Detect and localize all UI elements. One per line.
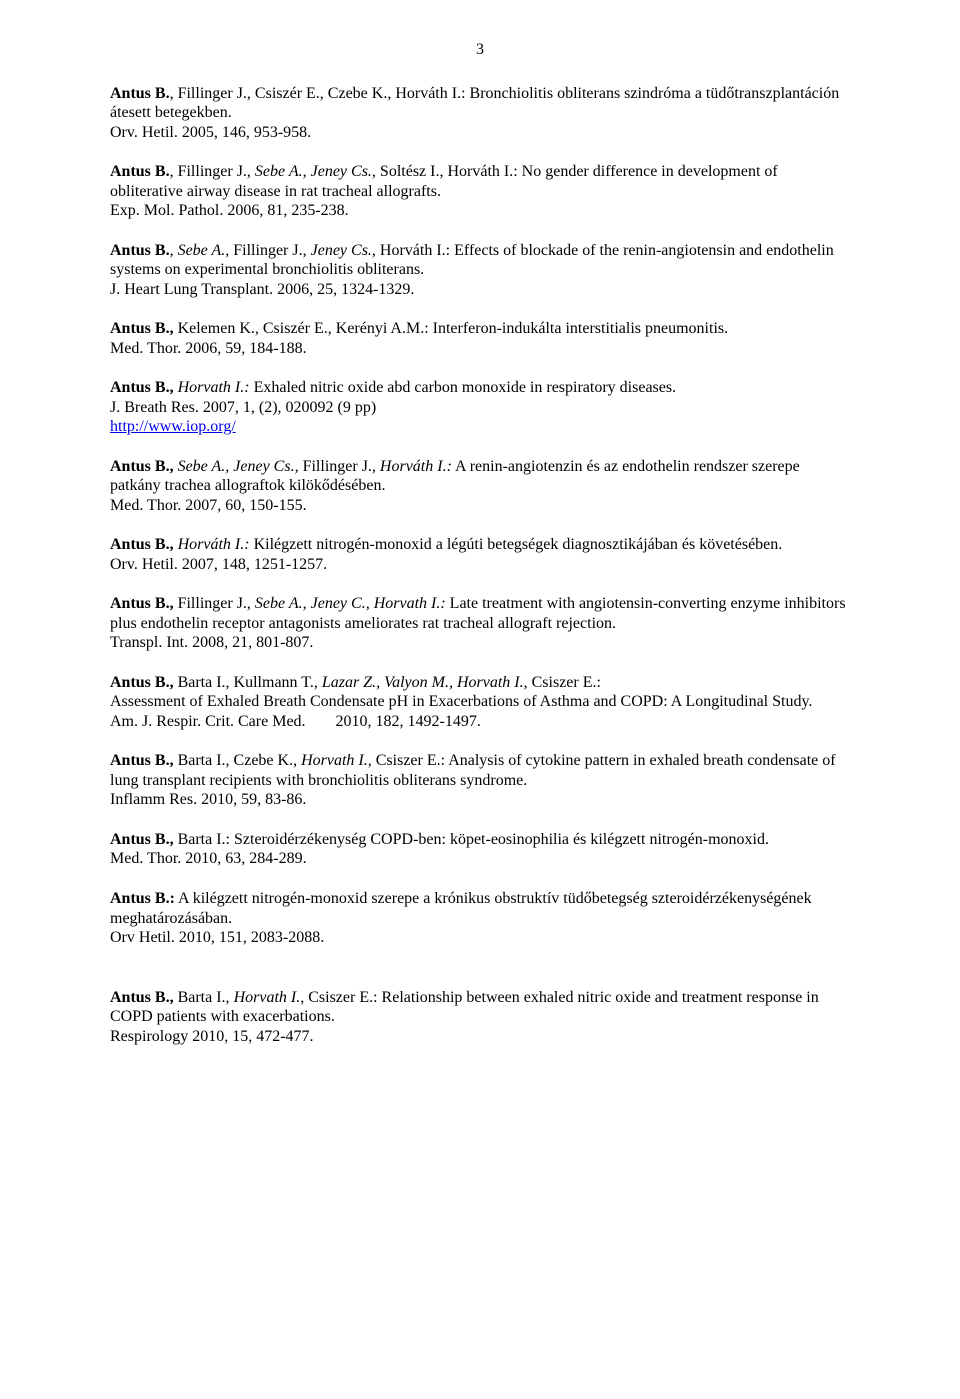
text-segment: Antus B., xyxy=(110,752,174,769)
text-segment: Exp. Mol. Pathol. 2006, 81, 235-238. xyxy=(110,202,349,219)
bibliography-list: Antus B., Fillinger J., Csiszér E., Czeb… xyxy=(110,84,850,1047)
text-segment: Lazar Z., Valyon M., Horvath I., xyxy=(322,674,532,691)
text-segment: , Horváth I.: xyxy=(372,458,452,475)
text-segment: Barta I., Czebe K., xyxy=(174,752,302,769)
text-segment: Antus B., xyxy=(110,831,174,848)
text-segment: J. Breath Res. 2007, 1, (2), 020092 (9 p… xyxy=(110,399,376,416)
entry-line: Respirology 2010, 15, 472-477. xyxy=(110,1027,850,1047)
text-segment: A kilégzett nitrogén-monoxid szerepe a k… xyxy=(110,890,812,927)
bibliography-entry: Antus B., Barta I., Horvath I., Csiszer … xyxy=(110,988,850,1047)
entry-line: J. Heart Lung Transplant. 2006, 25, 1324… xyxy=(110,280,850,300)
entry-line: Assessment of Exhaled Breath Condensate … xyxy=(110,692,850,712)
text-segment: Horvath I., xyxy=(234,989,309,1006)
bibliography-entry: Antus B., Fillinger J., Sebe A., Jeney C… xyxy=(110,162,850,221)
text-segment: Assessment of Exhaled Breath Condensate … xyxy=(110,693,812,710)
text-segment: Respirology 2010, 15, 472-477. xyxy=(110,1028,314,1045)
entry-line: Antus B.: A kilégzett nitrogén-monoxid s… xyxy=(110,889,850,928)
text-segment: , Fillinger J., Csiszér E., Czebe K., Ho… xyxy=(110,85,839,122)
text-segment: Exhaled nitric oxide abd carbon monoxide… xyxy=(250,379,677,396)
entry-line: http://www.iop.org/ xyxy=(110,417,850,437)
text-segment: Antus B.: xyxy=(110,890,175,907)
text-segment: Antus B., xyxy=(110,458,174,475)
text-segment: , Fillinger J., xyxy=(170,163,255,180)
text-segment: Sebe A., Jeney C., Horvath I.: xyxy=(255,595,446,612)
entry-line: Antus B., Fillinger J., Sebe A., Jeney C… xyxy=(110,594,850,633)
text-segment: Horváth I.: xyxy=(178,536,250,553)
text-segment: Orv. Hetil. 2007, 148, 1251-1257. xyxy=(110,556,327,573)
entry-line: Antus B., Horvath I.: Exhaled nitric oxi… xyxy=(110,378,850,398)
entry-line: Antus B., Barta I., Horvath I., Csiszer … xyxy=(110,988,850,1027)
text-segment: Orv Hetil. 2010, 151, 2083-2088. xyxy=(110,929,324,946)
text-segment: Med. Thor. 2007, 60, 150-155. xyxy=(110,497,307,514)
text-segment: Barta I., Kullmann T., xyxy=(174,674,322,691)
bibliography-entry: Antus B., Fillinger J., Sebe A., Jeney C… xyxy=(110,594,850,653)
text-segment: Antus B., xyxy=(110,674,174,691)
document-page: 3 Antus B., Fillinger J., Csiszér E., Cz… xyxy=(0,0,960,1126)
text-segment: Antus B., xyxy=(110,989,174,1006)
text-segment: Med. Thor. 2006, 59, 184-188. xyxy=(110,340,307,357)
text-segment: Barta I., xyxy=(174,989,234,1006)
text-segment: Fillinger J., xyxy=(174,595,255,612)
entry-line: Antus B., Horváth I.: Kilégzett nitrogén… xyxy=(110,535,850,555)
entry-line: Orv. Hetil. 2005, 146, 953-958. xyxy=(110,123,850,143)
page-number: 3 xyxy=(110,40,850,60)
text-segment: Kilégzett nitrogén-monoxid a légúti bete… xyxy=(250,536,783,553)
text-segment: , xyxy=(170,242,178,259)
entry-line: Antus B., Barta I., Czebe K., Horvath I.… xyxy=(110,751,850,790)
bibliography-entry: Antus B., Fillinger J., Csiszér E., Czeb… xyxy=(110,84,850,143)
bibliography-entry: Antus B., Sebe A., Jeney Cs., Fillinger … xyxy=(110,457,850,516)
bibliography-entry: Antus B., Kelemen K., Csiszér E., Kerény… xyxy=(110,319,850,358)
text-segment: Transpl. Int. 2008, 21, 801-807. xyxy=(110,634,313,651)
text-segment: Inflamm Res. 2010, 59, 83-86. xyxy=(110,791,306,808)
entry-line: Antus B., Barta I.: Szteroidérzékenység … xyxy=(110,830,850,850)
entry-line: Am. J. Respir. Crit. Care Med. 2010, 182,… xyxy=(110,712,850,732)
text-segment: Med. Thor. 2010, 63, 284-289. xyxy=(110,850,307,867)
entry-line: Med. Thor. 2006, 59, 184-188. xyxy=(110,339,850,359)
entry-line: Antus B., Fillinger J., Sebe A., Jeney C… xyxy=(110,162,850,201)
bibliography-entry: Antus B., Sebe A., Fillinger J., Jeney C… xyxy=(110,241,850,300)
entry-line: Antus B., Sebe A., Jeney Cs., Fillinger … xyxy=(110,457,850,496)
text-segment: Horvath I., xyxy=(301,752,376,769)
text-segment: Orv. Hetil. 2005, 146, 953-958. xyxy=(110,124,311,141)
bibliography-entry: Antus B.: A kilégzett nitrogén-monoxid s… xyxy=(110,889,850,948)
entry-line: Med. Thor. 2007, 60, 150-155. xyxy=(110,496,850,516)
entry-line: Transpl. Int. 2008, 21, 801-807. xyxy=(110,633,850,653)
bibliography-entry: Antus B., Horvath I.: Exhaled nitric oxi… xyxy=(110,378,850,437)
text-segment: , Fillinger J., xyxy=(225,242,310,259)
reference-link[interactable]: http://www.iop.org/ xyxy=(110,418,236,435)
entry-line: Antus B., Fillinger J., Csiszér E., Czeb… xyxy=(110,84,850,123)
entry-line: Antus B., Barta I., Kullmann T., Lazar Z… xyxy=(110,673,850,693)
text-segment: Antus B., xyxy=(110,536,174,553)
entry-line: Antus B., Kelemen K., Csiszér E., Kerény… xyxy=(110,319,850,339)
text-segment: Antus B. xyxy=(110,85,170,102)
text-segment: Barta I.: Szteroidérzékenység COPD-ben: … xyxy=(174,831,769,848)
entry-line: Exp. Mol. Pathol. 2006, 81, 235-238. xyxy=(110,201,850,221)
text-segment: Antus B., xyxy=(110,379,174,396)
text-segment: Antus B., xyxy=(110,595,174,612)
text-segment: Jeney Cs. xyxy=(311,242,372,259)
entry-line: Antus B., Sebe A., Fillinger J., Jeney C… xyxy=(110,241,850,280)
text-segment: Antus B. xyxy=(110,242,170,259)
entry-line: J. Breath Res. 2007, 1, (2), 020092 (9 p… xyxy=(110,398,850,418)
text-segment: Antus B. xyxy=(110,163,170,180)
bibliography-entry: Antus B., Barta I., Kullmann T., Lazar Z… xyxy=(110,673,850,732)
bibliography-entry: Antus B., Horváth I.: Kilégzett nitrogén… xyxy=(110,535,850,574)
entry-line: Inflamm Res. 2010, 59, 83-86. xyxy=(110,790,850,810)
text-segment: Fillinger J. xyxy=(303,458,372,475)
text-segment: Sebe A., Jeney Cs., xyxy=(178,458,303,475)
bibliography-entry: Antus B., Barta I., Czebe K., Horvath I.… xyxy=(110,751,850,810)
text-segment: Sebe A., Jeney Cs. xyxy=(255,163,372,180)
entry-line: Med. Thor. 2010, 63, 284-289. xyxy=(110,849,850,869)
text-segment: 2010, 182, 1492-1497. xyxy=(336,713,481,730)
entry-line: Orv Hetil. 2010, 151, 2083-2088. xyxy=(110,928,850,948)
bibliography-entry: Antus B., Barta I.: Szteroidérzékenység … xyxy=(110,830,850,869)
text-segment: Antus B., xyxy=(110,320,174,337)
entry-line: Orv. Hetil. 2007, 148, 1251-1257. xyxy=(110,555,850,575)
text-segment: Horvath I.: xyxy=(178,379,250,396)
text-segment: Sebe A. xyxy=(178,242,226,259)
text-segment: Kelemen K., Csiszér E., Kerényi A.M.: In… xyxy=(174,320,729,337)
text-segment: J. Heart Lung Transplant. 2006, 25, 1324… xyxy=(110,281,414,298)
text-segment: Csiszer E.: xyxy=(532,674,601,691)
text-segment: Am. J. Respir. Crit. Care Med. xyxy=(110,713,306,730)
